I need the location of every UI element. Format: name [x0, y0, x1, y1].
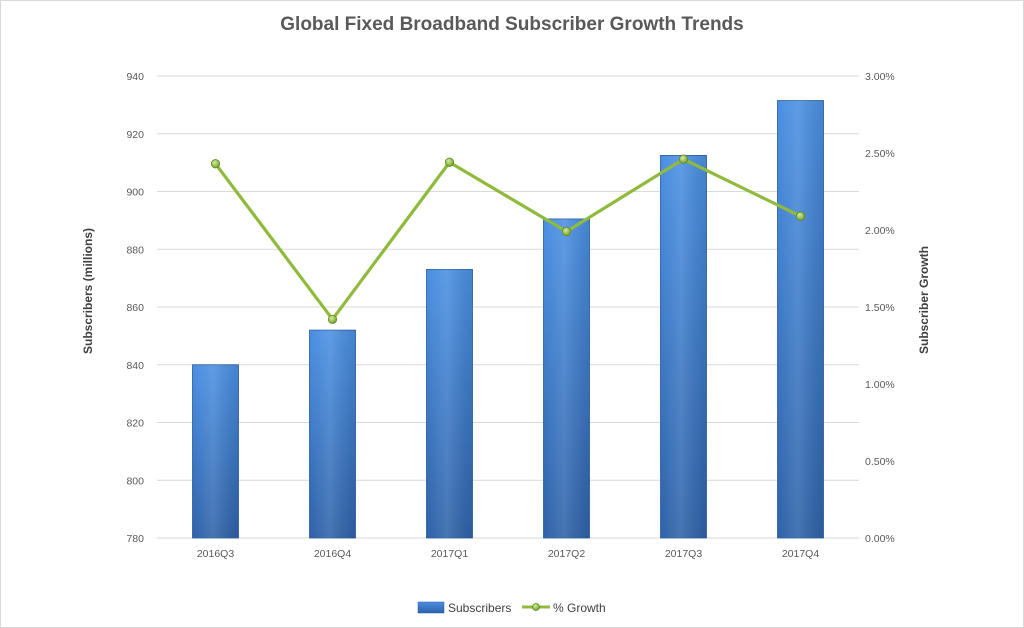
- y2-tick-label: 0.00%: [865, 533, 895, 545]
- y2-tick-label: 1.50%: [865, 302, 895, 314]
- bar-2017Q1: [426, 269, 473, 539]
- line-series: [210, 154, 806, 324]
- growth-point-2017Q3: [678, 154, 689, 164]
- growth-point-2016Q4: [327, 314, 338, 324]
- y-tick-label: 800: [126, 475, 144, 487]
- chart-title: Global Fixed Broadband Subscriber Growth…: [280, 14, 743, 35]
- growth-point-2017Q2: [561, 226, 572, 237]
- x-tick-label: 2017Q1: [431, 548, 469, 560]
- y-tick-label: 860: [126, 302, 144, 314]
- bar-2016Q3: [192, 364, 239, 539]
- growth-point-2016Q3: [210, 159, 221, 169]
- y-tick-label: 940: [126, 71, 144, 83]
- x-tick-label: 2017Q2: [548, 548, 586, 560]
- growth-point-2017Q4: [795, 211, 806, 221]
- y-tick-label: 820: [126, 418, 144, 430]
- x-tick-label: 2017Q3: [665, 548, 703, 560]
- bar-2017Q4: [777, 100, 824, 539]
- bar-sheen: [309, 330, 356, 538]
- legend-label-growth: % Growth: [553, 601, 606, 615]
- bar-2016Q4: [309, 329, 356, 539]
- left-axis-ticks: 780 800 820 840 860 880 900 920 940: [126, 71, 144, 545]
- y2-tick-label: 2.00%: [865, 225, 895, 237]
- right-axis-ticks: 0.00% 0.50% 1.00% 1.50% 2.00% 2.50% 3.00%: [865, 71, 895, 545]
- bar-2017Q2: [543, 218, 590, 539]
- x-tick-label: 2017Q4: [782, 548, 820, 560]
- y2-tick-label: 3.00%: [865, 71, 895, 83]
- y-tick-label: 780: [126, 533, 144, 545]
- y2-tick-label: 1.00%: [865, 379, 895, 391]
- growth-point-2017Q1: [444, 157, 455, 167]
- bar-sheen: [192, 364, 239, 538]
- growth-line: [214, 157, 802, 321]
- legend-label-subscribers: Subscribers: [448, 601, 511, 615]
- bar-sheen: [426, 269, 473, 538]
- x-tick-label: 2016Q3: [197, 548, 235, 560]
- bar-series: [192, 100, 824, 539]
- y-tick-label: 900: [126, 187, 144, 199]
- legend-swatch-subscribers: [417, 601, 445, 614]
- bar-2017Q3: [660, 155, 707, 539]
- y-tick-label: 880: [126, 244, 144, 256]
- bar-sheen: [777, 100, 824, 538]
- y-tick-label: 840: [126, 360, 144, 372]
- y2-tick-label: 2.50%: [865, 148, 895, 160]
- y2-axis-title: Subscriber Growth: [917, 246, 931, 354]
- legend-swatch-growth-marker: [532, 603, 540, 611]
- gridlines: [157, 75, 859, 539]
- bar-sheen: [543, 218, 590, 538]
- legend: Subscribers % Growth: [417, 601, 606, 615]
- y-axis-title: Subscribers (millions): [81, 228, 95, 354]
- y2-tick-label: 0.50%: [865, 456, 895, 468]
- y-tick-label: 920: [126, 129, 144, 141]
- bar-sheen: [660, 155, 707, 538]
- x-tick-label: 2016Q4: [314, 548, 352, 560]
- x-axis-ticks: 2016Q3 2016Q4 2017Q1 2017Q2 2017Q3 2017Q4: [197, 548, 820, 560]
